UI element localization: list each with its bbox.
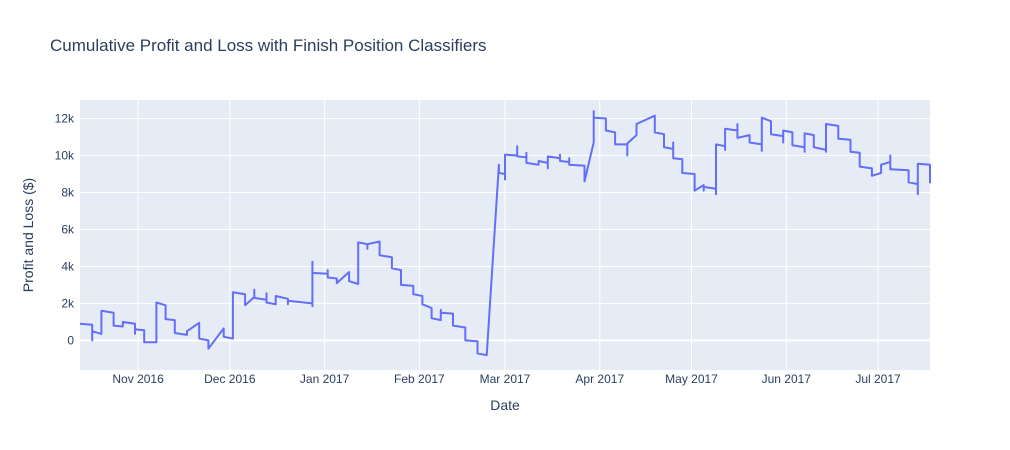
series-line	[79, 110, 931, 357]
x-tick-label: Dec 2016	[204, 372, 256, 386]
y-tick-label: 6k	[61, 222, 75, 236]
y-tick-label: 10k	[55, 148, 75, 162]
chart-title: Cumulative Profit and Loss with Finish P…	[50, 36, 487, 55]
x-tick-label: Mar 2017	[480, 372, 531, 386]
y-tick-label: 2k	[61, 296, 75, 310]
x-tick-label: Jul 2017	[855, 372, 901, 386]
y-tick-label: 0	[67, 333, 74, 347]
x-tick-label: May 2017	[665, 372, 718, 386]
x-axis-ticks: Nov 2016 Dec 2016 Jan 2017 Feb 2017 Mar 2017…	[112, 372, 901, 386]
line-layer	[79, 110, 931, 357]
x-tick-label: Jan 2017	[300, 372, 350, 386]
y-tick-label: 12k	[55, 111, 75, 125]
y-tick-label: 8k	[61, 185, 75, 199]
x-axis-title: Date	[490, 397, 520, 413]
x-tick-label: Nov 2016	[112, 372, 164, 386]
y-axis-ticks: 0 2k 4k 6k 8k 10k 12k	[55, 111, 75, 347]
x-tick-label: Apr 2017	[575, 372, 624, 386]
x-tick-label: Jun 2017	[762, 372, 812, 386]
y-axis-title: Profit and Loss ($)	[20, 178, 36, 292]
y-tick-label: 4k	[61, 259, 75, 273]
x-tick-label: Feb 2017	[394, 372, 445, 386]
